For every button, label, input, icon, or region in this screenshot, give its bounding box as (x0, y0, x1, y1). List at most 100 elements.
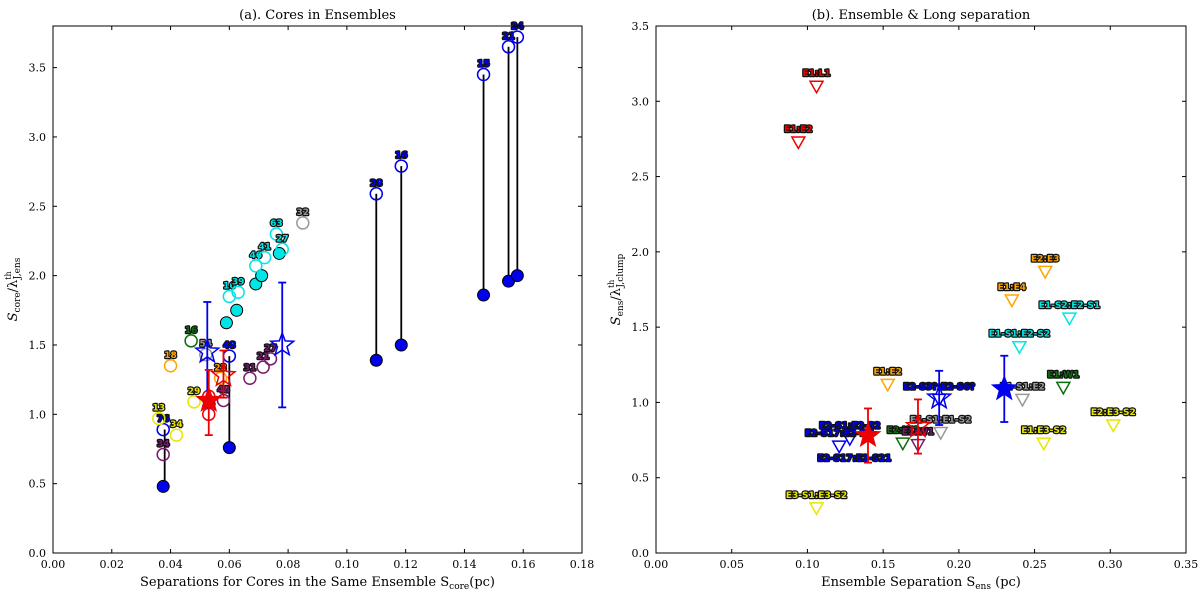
x-tick-label: 0.35 (1174, 558, 1199, 571)
data-point (230, 303, 244, 317)
x-tick-label: 0.08 (276, 558, 301, 571)
data-point (272, 246, 286, 260)
x-tick-label: 0.25 (1022, 558, 1047, 571)
x-tick-label: 0.05 (719, 558, 744, 571)
data-point (369, 353, 383, 367)
data-point (369, 187, 384, 201)
data-point (169, 428, 184, 442)
star-marker (990, 374, 1018, 401)
point-label: 29 (188, 387, 201, 397)
data-point (895, 437, 911, 452)
x-tick-label: 0.30 (1098, 558, 1123, 571)
chart-title: (a). Cores in Ensembles (239, 8, 396, 23)
data-point (1011, 340, 1028, 355)
data-point (1061, 312, 1078, 327)
point-label: E1-S1:E1-S2 (910, 416, 971, 426)
data-point (184, 334, 198, 348)
data-point (152, 411, 166, 426)
x-tick-label: 0.14 (452, 558, 477, 571)
x-tick-label: 0.10 (795, 558, 820, 571)
point-label: E2-S17:E2-D7 (805, 429, 874, 439)
data-point (879, 378, 896, 393)
point-label: 34 (170, 420, 183, 430)
plot-frame (655, 25, 1187, 554)
data-point (808, 502, 825, 516)
x-tick-label: 0.16 (511, 558, 536, 571)
chart-panel-0: 0.00 0.02 0.04 0.06 0.08 0.10 0.12 0.14 0.16 0.18… (4, 8, 594, 592)
chart-panel-1: 0.00 0.05 0.10 0.15 0.20 0.25 0.30 0.35 0.0 0.5 1.… (607, 8, 1198, 592)
data-point (296, 216, 310, 230)
y-tick-label: 0.0 (632, 547, 650, 560)
y-tick-label: 0.0 (29, 547, 47, 560)
y-tick-label: 3.5 (632, 20, 650, 33)
data-point (394, 338, 408, 352)
y-tick-label: 1.5 (29, 339, 47, 352)
data-point (790, 136, 807, 150)
y-tick-label: 3.5 (29, 62, 47, 75)
y-axis-label: Score/λthJ,ens (4, 257, 23, 321)
y-tick-label: 1.0 (632, 396, 650, 409)
star-marker (904, 412, 932, 438)
y-tick-label: 2.5 (29, 200, 47, 213)
data-point (255, 269, 269, 283)
data-point (156, 422, 170, 437)
data-point (219, 316, 233, 330)
y-tick-label: 3.0 (29, 131, 47, 144)
x-tick-label: 0.02 (100, 558, 125, 571)
point-label: 13 (153, 403, 166, 413)
point-label: E1-S2:E2-S1 (1039, 301, 1100, 311)
point-label: E1:W1 (1047, 370, 1079, 380)
y-axis-label: Sens/λthJ,clump (607, 253, 626, 325)
data-point (163, 359, 178, 373)
point-label: E1-S1:E2-S2 (989, 330, 1050, 340)
data-point (222, 289, 237, 304)
data-point (1004, 294, 1020, 309)
point-label: 18 (164, 351, 177, 361)
x-tick-label: 0.10 (335, 558, 360, 571)
data-point (477, 288, 491, 302)
y-tick-label: 2.0 (632, 246, 650, 259)
point-label: 24 (511, 22, 524, 32)
data-point (263, 352, 278, 366)
data-point (249, 259, 263, 273)
star-marker (195, 386, 223, 412)
point-label: 15 (477, 60, 490, 70)
point-label: 28 (370, 179, 383, 189)
data-point (394, 159, 409, 173)
y-tick-label: 2.0 (29, 270, 47, 283)
point-label: 16 (395, 151, 408, 161)
x-tick-label: 0.15 (871, 558, 896, 571)
data-point (156, 479, 170, 493)
data-point (476, 67, 491, 82)
point-label: 41 (258, 243, 271, 253)
plot-frame (52, 25, 583, 554)
data-point (510, 269, 524, 283)
data-point (231, 285, 245, 300)
data-point (243, 371, 257, 386)
data-point (842, 432, 858, 447)
x-tick-label: 0.18 (570, 558, 595, 571)
point-label: E2:E3-S2 (1091, 408, 1136, 418)
y-tick-label: 1.0 (29, 408, 47, 421)
data-point (1055, 381, 1072, 396)
data-point (156, 447, 170, 462)
point-label: E1:E2 (873, 367, 901, 377)
point-label: 27 (264, 344, 277, 354)
point-label: E1:L1 (803, 69, 831, 79)
x-tick-label: 0.00 (644, 558, 669, 571)
x-tick-label: 0.20 (947, 558, 972, 571)
point-label: E1:E2 (784, 125, 812, 135)
data-point (932, 426, 949, 441)
data-point (275, 242, 289, 257)
data-point (1014, 393, 1031, 408)
data-point (257, 250, 272, 265)
point-label: E1:E3-S2 (1021, 426, 1066, 436)
data-point (808, 80, 825, 95)
y-tick-label: 2.5 (632, 171, 650, 184)
y-tick-label: 3.0 (632, 95, 650, 108)
data-point (831, 440, 848, 455)
point-label: 48 (223, 341, 236, 351)
point-label: 39 (232, 277, 245, 287)
